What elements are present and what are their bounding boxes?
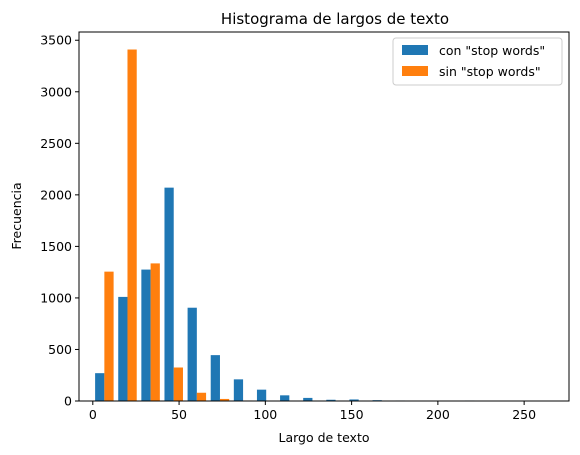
bar-sin-stop-words: [150, 263, 160, 401]
bar-con-stop-words: [349, 399, 359, 401]
bar-sin-stop-words: [104, 271, 114, 401]
bar-con-stop-words: [326, 399, 336, 401]
bar-con-stop-words: [164, 187, 174, 401]
bar-con-stop-words: [141, 269, 151, 401]
x-axis-ticks: 0 50 100 150 200 250: [89, 401, 536, 422]
bars-group: [95, 49, 475, 402]
x-tick-label: 200: [426, 407, 450, 422]
bar-con-stop-words: [256, 389, 267, 401]
x-tick-label: 100: [253, 407, 277, 422]
bar-con-stop-words: [303, 397, 313, 401]
x-tick-label: 50: [171, 407, 187, 422]
y-tick-label: 1500: [40, 239, 72, 254]
y-tick-label: 0: [64, 394, 72, 409]
y-tick-label: 2500: [40, 136, 72, 151]
bar-con-stop-words: [187, 307, 197, 401]
legend-box: [392, 37, 563, 86]
bar-sin-stop-words: [219, 398, 230, 401]
y-tick-label: 2000: [40, 187, 72, 202]
y-tick-label: 1000: [40, 290, 72, 305]
legend-label-sin-stop-words: sin "stop words": [439, 64, 541, 79]
y-tick-label: 500: [48, 342, 72, 357]
bar-con-stop-words: [95, 373, 105, 401]
bar-sin-stop-words: [127, 49, 137, 402]
plot-frame: [78, 31, 570, 402]
legend-swatch-sin-stop-words: [402, 66, 428, 76]
legend-label-con-stop-words: con "stop words": [439, 43, 545, 58]
x-axis-label: Largo de texto: [278, 430, 369, 445]
x-tick-label: 0: [89, 407, 97, 422]
x-tick-label: 250: [512, 407, 536, 422]
y-tick-label: 3500: [40, 33, 72, 48]
x-tick-label: 150: [340, 407, 364, 422]
legend: con "stop words" sin "stop words": [392, 37, 563, 86]
bar-con-stop-words: [233, 379, 244, 401]
bar-sin-stop-words: [196, 392, 207, 401]
bar-con-stop-words: [210, 355, 220, 401]
y-axis-ticks: 0 500 1000 1500 2000 2500 3000 3500: [40, 33, 79, 409]
y-axis-label: Frecuencia: [9, 182, 24, 249]
y-tick-label: 3000: [40, 84, 72, 99]
bar-sin-stop-words: [173, 367, 183, 401]
bar-con-stop-words: [280, 395, 290, 401]
legend-swatch-con-stop-words: [402, 45, 428, 55]
bar-con-stop-words: [118, 296, 128, 401]
chart-title: Histograma de largos de texto: [221, 10, 449, 28]
